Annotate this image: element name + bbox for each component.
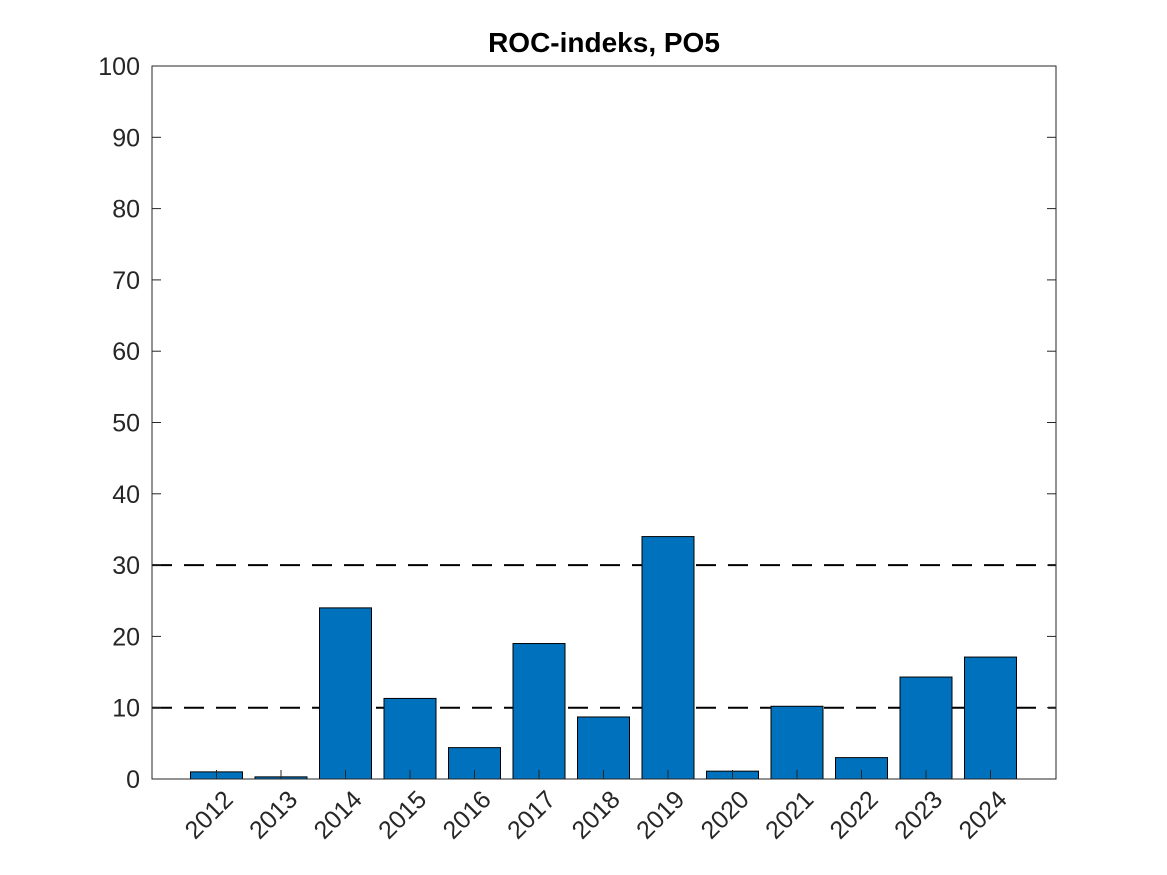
- plot-area-frame: [151, 65, 1057, 780]
- x-tick-label: 2018: [567, 785, 626, 844]
- x-tick-label: 2020: [696, 785, 755, 844]
- chart-title: ROC-indeks, PO5: [488, 27, 720, 58]
- x-tick-label: 2022: [825, 785, 884, 844]
- y-tick-label: 100: [98, 53, 140, 81]
- x-tick-label: 2017: [502, 785, 561, 844]
- bars: [190, 536, 1017, 780]
- x-tick-label: 2014: [309, 785, 368, 844]
- bar-2017: [512, 643, 566, 780]
- bar-2023: [899, 676, 953, 780]
- x-axis: 2012 2013 2014 2015 2016 2017 2018 2019 2020 2021…: [180, 770, 1013, 845]
- x-tick-label: 2016: [438, 785, 497, 844]
- y-tick-label: 70: [112, 267, 140, 295]
- bar-2021: [770, 705, 824, 780]
- bar-2018: [577, 716, 630, 780]
- x-tick-label: 2013: [244, 785, 303, 844]
- x-tick-label: 2021: [760, 785, 819, 844]
- x-tick-label: 2015: [373, 785, 432, 844]
- bar-2014: [319, 607, 372, 780]
- y-tick-label: 30: [112, 552, 140, 580]
- x-tick-label: 2024: [954, 785, 1013, 844]
- x-tick-label: 2019: [631, 785, 690, 844]
- y-tick-label: 50: [112, 410, 140, 438]
- y-tick-label: 90: [112, 124, 140, 152]
- y-axis: 0 10 20 30 40 50 60 70 80 90 100: [98, 53, 1056, 794]
- y-tick-label: 0: [126, 766, 140, 794]
- y-tick-label: 20: [112, 623, 140, 651]
- y-tick-label: 60: [112, 338, 140, 366]
- bar-2015: [383, 697, 437, 780]
- x-tick-label: 2023: [889, 785, 948, 844]
- bar-2019: [641, 536, 695, 780]
- y-tick-label: 80: [112, 196, 140, 224]
- y-tick-label: 40: [112, 481, 140, 509]
- y-tick-label: 10: [112, 695, 140, 723]
- bar-2024: [964, 656, 1017, 780]
- x-tick-label: 2012: [180, 785, 239, 844]
